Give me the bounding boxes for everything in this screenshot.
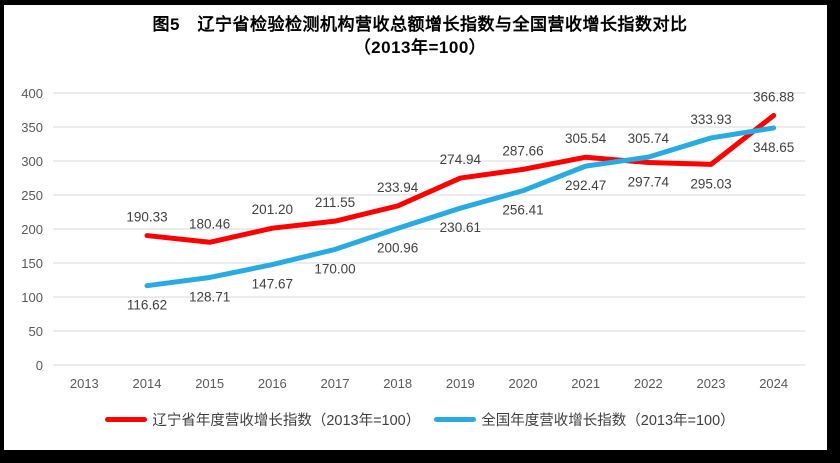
data-label: 305.54 [565, 131, 607, 146]
y-axis-tick-label: 50 [29, 324, 43, 339]
x-axis-tick-label: 2024 [759, 376, 788, 391]
data-label: 200.96 [377, 240, 418, 255]
x-axis-tick-label: 2020 [509, 376, 538, 391]
legend-label-national: 全国年度营收增长指数（2013年=100） [481, 413, 735, 429]
x-axis-tick-label: 2015 [195, 376, 224, 391]
legend-item-liaoning: 辽宁省年度营收增长指数（2013年=100） [105, 409, 420, 430]
liaoning-line-swatch-icon [105, 417, 148, 422]
chart-title-line1: 图5 辽宁省检验检测机构营收总额增长指数与全国营收增长指数对比 [152, 15, 688, 34]
x-axis-tick-label: 2013 [70, 376, 99, 391]
data-label: 305.74 [628, 131, 670, 146]
data-label: 274.94 [440, 152, 482, 167]
data-label: 333.93 [690, 112, 731, 127]
y-axis-tick-label: 250 [21, 188, 43, 203]
chart-title-line2: （2013年=100） [353, 38, 487, 57]
x-axis-tick-label: 2014 [133, 376, 162, 391]
data-label: 170.00 [314, 261, 355, 276]
data-label: 287.66 [502, 143, 543, 158]
data-label: 366.88 [753, 90, 794, 105]
liaoning-index-line [144, 113, 777, 245]
x-axis-tick-label: 2021 [571, 376, 600, 391]
data-label: 116.62 [127, 298, 167, 313]
data-label: 256.41 [502, 203, 543, 218]
x-axis-tick-label: 2016 [258, 376, 287, 391]
data-label: 230.61 [440, 220, 481, 235]
data-label: 233.94 [377, 180, 419, 195]
y-axis-tick-label: 150 [21, 256, 43, 271]
x-axis-tick-label: 2018 [383, 376, 412, 391]
data-label: 297.74 [628, 175, 670, 190]
legend-item-national: 全国年度营收增长指数（2013年=100） [434, 409, 735, 430]
x-axis-tick-label: 2022 [634, 376, 663, 391]
y-axis-tick-label: 300 [21, 154, 43, 169]
national-line-swatch-icon [434, 417, 477, 422]
y-axis-tick-label: 400 [21, 86, 43, 101]
data-label: 295.03 [690, 176, 731, 191]
chart-legend: 辽宁省年度营收增长指数（2013年=100） 全国年度营收增长指数（2013年=… [0, 409, 840, 430]
x-axis-tick-label: 2023 [697, 376, 726, 391]
data-label: 147.67 [252, 277, 293, 292]
y-axis-tick-label: 0 [36, 358, 43, 373]
chart-title: 图5 辽宁省检验检测机构营收总额增长指数与全国营收增长指数对比 （2013年=1… [0, 13, 840, 59]
data-label: 211.55 [315, 195, 355, 210]
data-label: 128.71 [189, 289, 230, 304]
data-label: 292.47 [565, 178, 606, 193]
data-label: 180.46 [189, 216, 230, 231]
national-index-line [144, 125, 777, 289]
x-axis-tick-label: 2017 [321, 376, 350, 391]
x-axis-tick-label: 2019 [446, 376, 475, 391]
data-label: 201.20 [252, 202, 293, 217]
chart-canvas [4, 5, 827, 450]
y-axis-tick-label: 200 [21, 222, 43, 237]
y-axis-tick-label: 100 [21, 290, 43, 305]
y-axis-tick-label: 350 [21, 120, 43, 135]
legend-label-liaoning: 辽宁省年度营收增长指数（2013年=100） [152, 413, 421, 429]
data-label: 190.33 [126, 210, 167, 225]
data-label: 348.65 [753, 140, 794, 155]
